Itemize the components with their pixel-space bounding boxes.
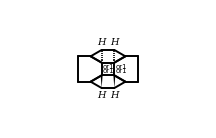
Text: H: H [97, 38, 106, 47]
Polygon shape [113, 75, 115, 88]
Text: or1: or1 [116, 64, 127, 70]
Text: or1: or1 [103, 64, 114, 70]
Text: H: H [97, 91, 106, 100]
Polygon shape [101, 75, 103, 88]
Text: or1: or1 [116, 68, 127, 74]
Text: or1: or1 [103, 68, 114, 74]
Text: H: H [110, 38, 119, 47]
Text: H: H [110, 91, 119, 100]
